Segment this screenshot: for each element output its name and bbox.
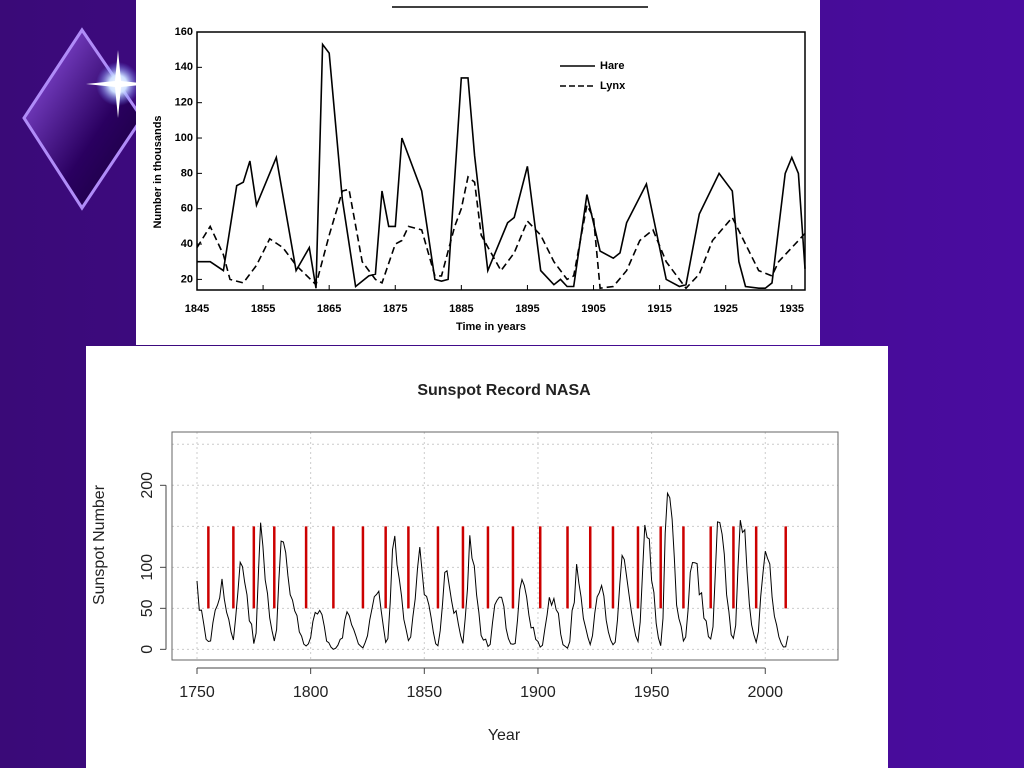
y-tick-label: 40 xyxy=(181,238,193,250)
data-line xyxy=(196,175,806,290)
x-tick-label: 1850 xyxy=(407,684,443,701)
y-tick-label: 200 xyxy=(139,472,156,499)
star xyxy=(86,50,150,118)
x-tick-label: 1915 xyxy=(647,303,671,315)
y-axis-label: Sunspot Number xyxy=(91,484,108,605)
x-axis-label: Year xyxy=(488,727,521,744)
x-axis-label: Time in years xyxy=(456,321,526,333)
x-tick-label: 1875 xyxy=(383,303,407,315)
legend-label: Hare xyxy=(600,60,624,72)
legend-label: Lynx xyxy=(600,80,626,92)
x-tick-label: 1855 xyxy=(251,303,275,315)
x-tick-label: 2000 xyxy=(747,684,783,701)
x-tick-label: 1905 xyxy=(581,303,605,315)
plot-frame xyxy=(171,431,839,661)
y-tick-label: 100 xyxy=(139,554,156,581)
y-tick-label: 20 xyxy=(181,273,193,285)
plot-frame xyxy=(196,31,806,291)
y-tick-label: 140 xyxy=(175,61,193,73)
y-tick-label: 80 xyxy=(181,167,193,179)
x-tick-label: 1925 xyxy=(713,303,737,315)
y-tick-label: 160 xyxy=(175,26,193,38)
x-tick-label: 1800 xyxy=(293,684,329,701)
x-tick-label: 1750 xyxy=(179,684,215,701)
data-line xyxy=(196,491,789,650)
data-line xyxy=(197,42,806,289)
y-tick-label: 60 xyxy=(181,203,193,215)
x-tick-label: 1950 xyxy=(634,684,670,701)
y-tick-label: 0 xyxy=(139,645,156,654)
x-tick-label: 1885 xyxy=(449,303,473,315)
sunspot-chart: 0 50 100 200 1750 1800 1850 1900 1950 2000 Sunspot… xyxy=(91,382,839,744)
x-tick-label: 1845 xyxy=(185,303,209,315)
hare-lynx-chart: Hare Lynx 20 40 60 80 100 120 140 160 1845 1855 1865… xyxy=(152,26,806,333)
y-tick-label: 120 xyxy=(175,97,193,109)
y-tick-label: 50 xyxy=(139,599,156,617)
y-axis-label: Number in thousands xyxy=(152,115,164,228)
x-tick-label: 1865 xyxy=(317,303,341,315)
chart-title: Sunspot Record NASA xyxy=(417,382,591,399)
x-tick-label: 1895 xyxy=(515,303,539,315)
x-tick-label: 1935 xyxy=(780,303,804,315)
chart-panel xyxy=(136,0,820,345)
y-tick-label: 100 xyxy=(175,132,193,144)
x-tick-label: 1900 xyxy=(520,684,556,701)
